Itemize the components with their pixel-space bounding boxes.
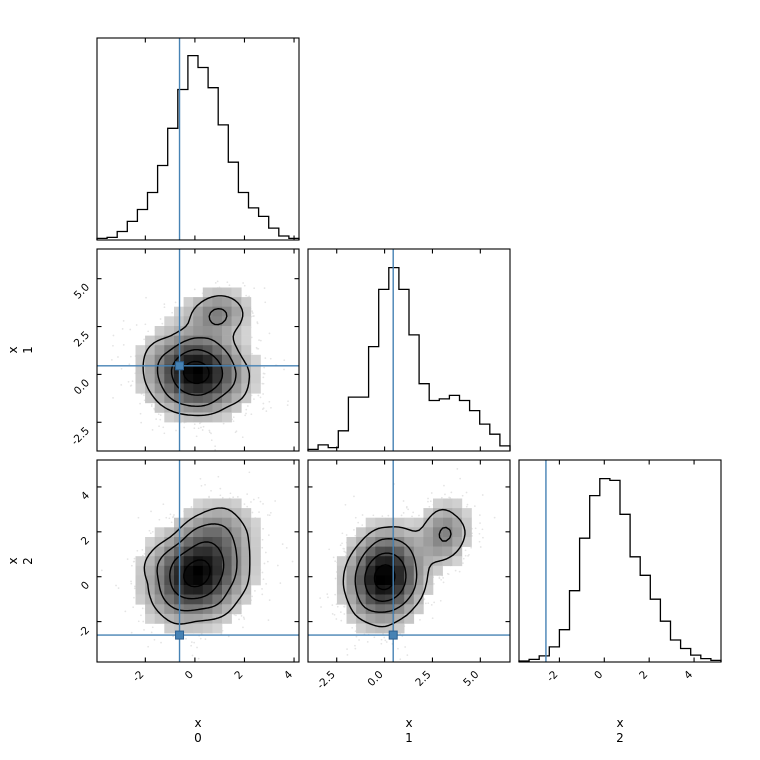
y-tick-label-x1: 2.5 [72,329,92,349]
truth-marker [175,361,185,371]
x-tick-label-x2: -2 [545,669,561,685]
histogram-outline [96,54,300,240]
contour-line [342,508,466,628]
x-axis-title-x1: x 1 [405,716,413,746]
x-tick-label-x0: 2 [232,669,245,682]
contour-line [156,523,238,612]
panel-x0-x2 [96,459,300,663]
axis-title-name: x [194,716,202,730]
y-tick-label-x1: -2.5 [69,425,92,448]
contour-line [156,308,237,407]
y-tick-label-x1: 5.0 [72,281,92,301]
x-tick-label-x1: 5.0 [461,669,481,689]
contour-line [170,349,224,396]
x-tick-label-x1: 0.0 [365,669,385,689]
y-tick-label-x2: 4 [79,489,92,502]
x-tick-label-x2: 4 [682,668,695,681]
truth-marker [175,630,185,640]
density-bins [336,498,472,634]
y-tick-label-x1: 0.0 [72,377,92,397]
axis-title-sub: 0 [194,731,202,745]
contour-line [354,526,452,613]
y-tick-label-x2: 0 [79,579,92,592]
panel-frame [307,248,511,452]
x-tick-label-x0: 0 [183,669,196,682]
x-axis-title-x0: x 0 [194,716,202,746]
y-tick-label-x2: -2 [76,624,92,640]
axis-title-name: x [6,557,20,565]
axis-title-name: x [616,716,624,730]
histogram-outline [518,477,722,662]
panel-x0-x1 [96,248,300,452]
panel-x1-x2 [307,459,511,663]
x-tick-label-x1: 2.5 [413,669,433,689]
histogram-outline [307,266,511,451]
panel-frame [96,459,300,663]
panel-hist-x1 [307,248,511,452]
axis-title-sub: 2 [21,557,35,565]
panel-frame [518,459,722,663]
contour-line [169,541,225,600]
panel-hist-x2 [518,459,722,663]
truth-marker [388,630,398,640]
axis-title-name: x [6,346,20,354]
contour-line [364,552,407,602]
axis-title-sub: 2 [616,731,624,745]
panel-frame [96,248,300,452]
y-tick-label-x2: 2 [79,534,92,547]
y-axis-title-x2: x 2 [6,557,36,565]
x-tick-label-x2: 0 [592,669,605,682]
contour-line [143,507,251,625]
panel-hist-x0 [96,37,300,241]
axis-title-name: x [405,716,413,730]
contour-line [183,559,211,588]
x-tick-label-x0: 4 [282,668,295,681]
contour-line [182,360,210,385]
x-tick-label-x2: 2 [637,669,650,682]
panel-frame [96,37,300,241]
y-axis-title-x1: x 1 [6,346,36,354]
panel-frame [307,459,511,663]
axis-title-sub: 1 [405,731,413,745]
x-tick-label-x1: -2.5 [315,669,338,692]
density-bins [135,498,261,634]
x-axis-title-x2: x 2 [616,716,624,746]
x-tick-label-x0: -2 [131,669,147,685]
axis-title-sub: 1 [21,346,35,354]
